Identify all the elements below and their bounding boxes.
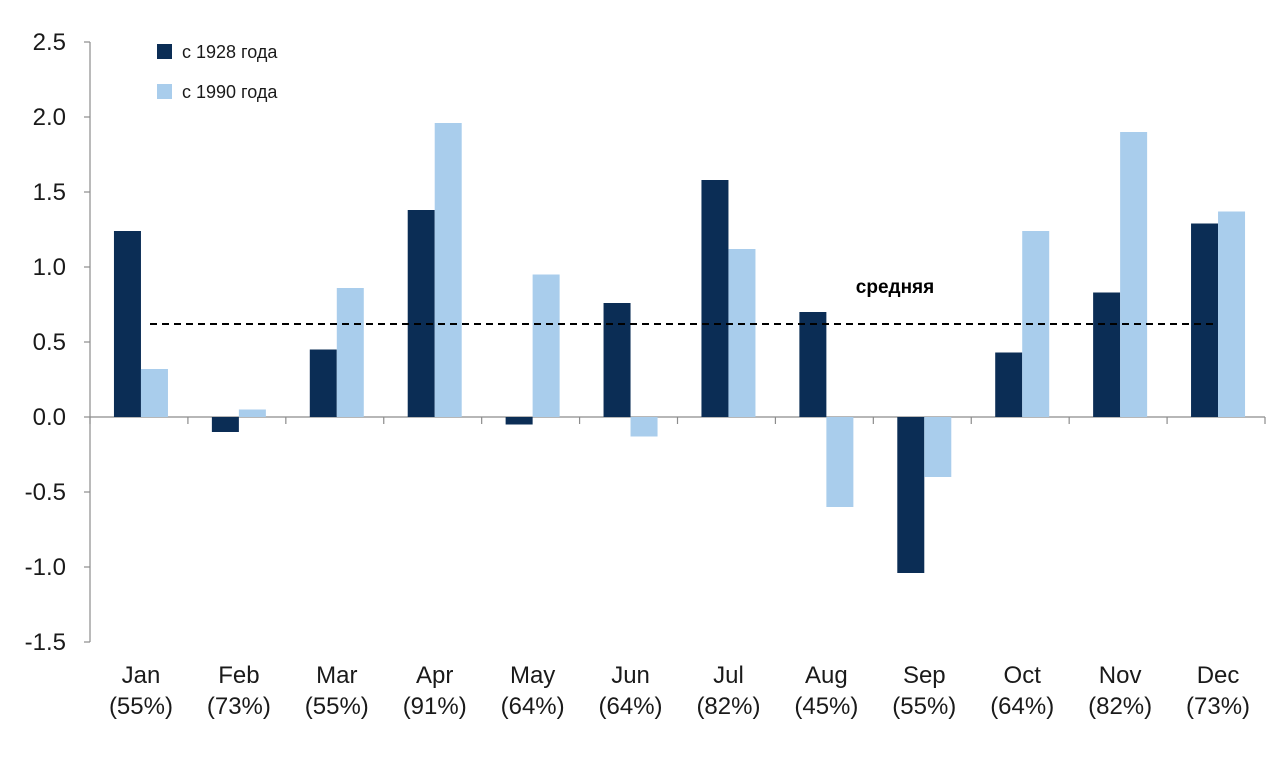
bar-since-1990-nov xyxy=(1120,132,1148,417)
x-category-percent-label: (73%) xyxy=(207,693,271,720)
y-tick-label: 2.0 xyxy=(33,104,66,131)
x-category-percent-label: (64%) xyxy=(990,693,1054,720)
y-tick-label: -0.5 xyxy=(25,479,66,506)
y-tick-label: 1.0 xyxy=(33,254,66,281)
x-category-percent-label: (82%) xyxy=(1088,693,1152,720)
x-category-label: Oct xyxy=(1004,662,1042,689)
x-category-label: Dec xyxy=(1197,662,1240,689)
legend: с 1928 года с 1990 года xyxy=(157,42,278,102)
bar-since-1990-dec xyxy=(1218,211,1246,417)
bar-since-1928-nov xyxy=(1093,292,1121,417)
bar-since-1990-apr xyxy=(434,123,462,417)
average-line-label: средняя xyxy=(856,277,934,298)
y-tick-label: -1.5 xyxy=(25,629,66,656)
bar-since-1928-oct xyxy=(995,352,1023,417)
x-category-percent-label: (91%) xyxy=(403,693,467,720)
x-category-percent-label: (55%) xyxy=(305,693,369,720)
bar-since-1928-apr xyxy=(407,210,435,417)
x-category-label: Apr xyxy=(416,662,453,689)
y-tick-label: 0.0 xyxy=(33,404,66,431)
x-category-label: Aug xyxy=(805,662,848,689)
x-category-percent-label: (64%) xyxy=(599,693,663,720)
bar-since-1928-feb xyxy=(211,417,239,432)
x-category-percent-label: (45%) xyxy=(794,693,858,720)
y-tick-label: 1.5 xyxy=(33,179,66,206)
x-category-label: Jun xyxy=(611,662,650,689)
bar-since-1928-dec xyxy=(1191,223,1219,417)
legend-swatch-since-1990 xyxy=(157,84,172,99)
bar-since-1928-may xyxy=(505,417,533,425)
x-category-label: Nov xyxy=(1099,662,1142,689)
bar-since-1990-jan xyxy=(140,369,168,417)
x-category-label: Jul xyxy=(713,662,744,689)
x-category-label: Sep xyxy=(903,662,946,689)
bar-since-1928-mar xyxy=(309,349,337,417)
x-category-percent-label: (55%) xyxy=(892,693,956,720)
bars xyxy=(113,123,1246,573)
bar-since-1990-jun xyxy=(630,417,658,437)
bar-since-1928-aug xyxy=(799,312,827,417)
bar-since-1990-mar xyxy=(336,288,364,417)
x-category-percent-label: (82%) xyxy=(696,693,760,720)
axes xyxy=(84,41,1266,643)
x-category-label: Feb xyxy=(218,662,259,689)
x-category-percent-label: (64%) xyxy=(501,693,565,720)
bar-since-1928-jan xyxy=(113,231,141,417)
y-tick-label: 0.5 xyxy=(33,329,66,356)
legend-label-since-1928: с 1928 года xyxy=(182,42,278,62)
bar-since-1928-jul xyxy=(701,180,729,417)
legend-label-since-1990: с 1990 года xyxy=(182,82,278,102)
legend-swatch-since-1928 xyxy=(157,44,172,59)
bar-since-1990-sep xyxy=(924,417,952,477)
bar-since-1990-feb xyxy=(238,409,266,417)
average-line-group: средняя xyxy=(150,277,1218,325)
x-category-percent-label: (55%) xyxy=(109,693,173,720)
bar-since-1990-may xyxy=(532,274,560,417)
y-tick-label: -1.0 xyxy=(25,554,66,581)
bar-since-1928-jun xyxy=(603,303,631,417)
bar-since-1990-aug xyxy=(826,417,854,507)
bar-since-1928-sep xyxy=(897,417,925,573)
axis-labels: 2.5 2.0 1.5 1.0 0.5 0.0 -0.5 -1.0 -1.5 Jan (55%) Fe… xyxy=(25,29,1250,720)
x-category-percent-label: (73%) xyxy=(1186,693,1250,720)
bar-since-1990-jul xyxy=(728,249,756,417)
y-tick-label: 2.5 xyxy=(33,29,66,56)
x-category-label: Mar xyxy=(316,662,357,689)
x-category-label: Jan xyxy=(122,662,161,689)
x-category-label: May xyxy=(510,662,555,689)
